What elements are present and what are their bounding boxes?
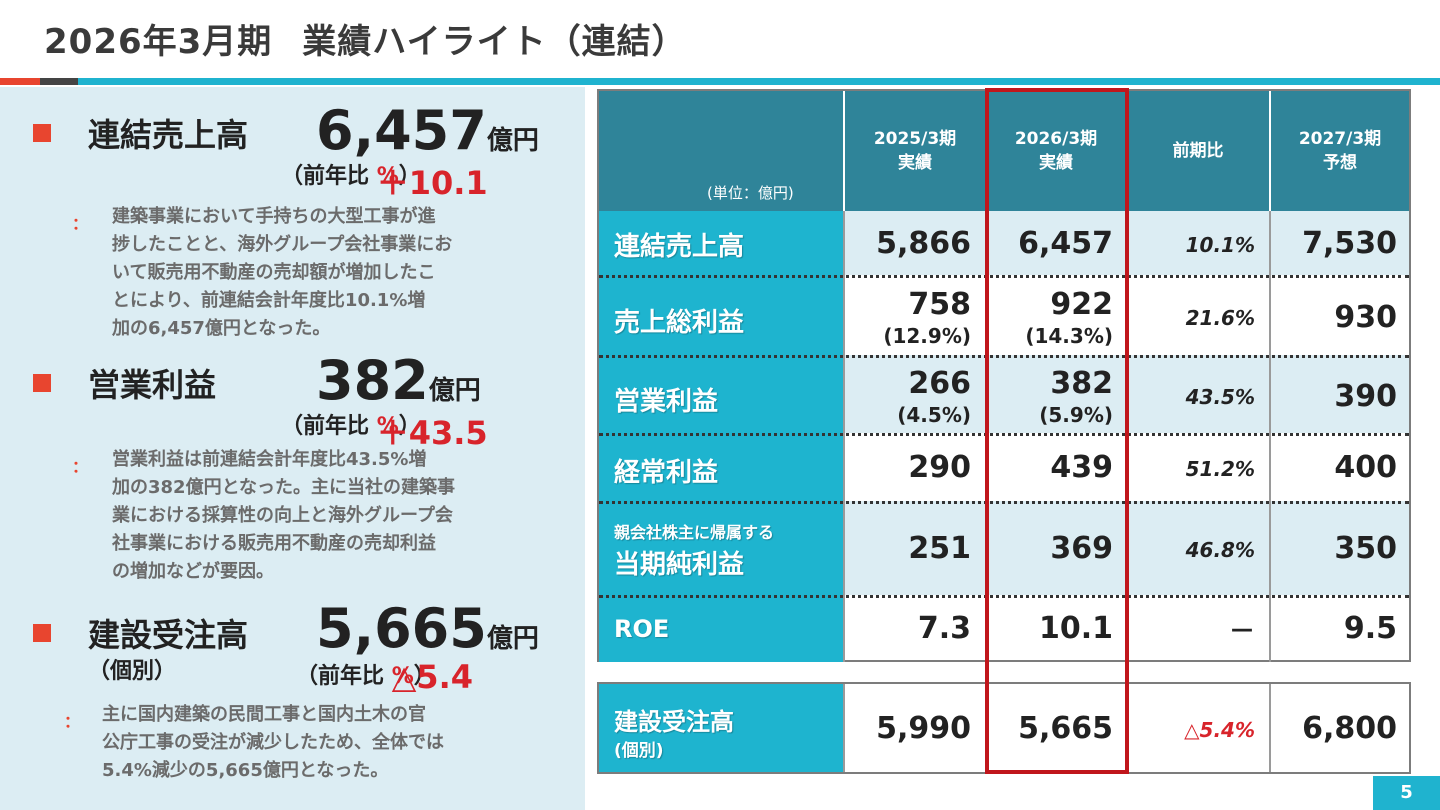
- column-divider: [1269, 211, 1271, 662]
- table-cell: 369: [1050, 531, 1113, 566]
- column-divider: [843, 211, 845, 662]
- table-cell: 7.3: [917, 611, 971, 646]
- sales-label: 連結売上高: [88, 116, 249, 154]
- column-divider: [1269, 684, 1271, 772]
- table-cell-ratio: 10.1%: [1185, 233, 1255, 257]
- bullet-square-icon: [33, 124, 51, 142]
- row-separator: [599, 355, 1409, 358]
- table-cell: 390: [1334, 379, 1397, 414]
- table-cell-margin: (12.9%): [883, 324, 971, 348]
- row-label-orders-sub: (個別): [614, 741, 664, 761]
- sales-desc-marker: ：: [72, 214, 89, 233]
- row-separator: [599, 275, 1409, 278]
- row-label-net-income-prefix: 親会社株主に帰属する: [614, 523, 775, 542]
- table-cell: 266: [908, 366, 971, 401]
- op-description: 営業利益は前連結会計年度比43.5%増 加の382億円となった。主に当社の建築事業…: [112, 449, 456, 582]
- table-cell: 5,990: [876, 711, 971, 746]
- col-header-2025: 2025/3期 実績: [873, 129, 957, 173]
- row-label-net-income: 当期純利益: [614, 550, 745, 580]
- table-cell: 290: [908, 450, 971, 485]
- table-cell: 6,457: [1018, 226, 1113, 261]
- title-accent-red: [0, 78, 40, 85]
- results-table: (単位：億円) 2025/3期 実績 2026/3期 実績 前期比 2027/3期予…: [597, 89, 1411, 662]
- orders-change: （前年比 △5.4%）: [296, 658, 473, 696]
- orders-label: 建設受注高: [88, 616, 249, 654]
- table-cell: 930: [1334, 300, 1397, 335]
- row-label-sales: 連結売上高: [614, 232, 745, 262]
- orders-desc-marker: ：: [64, 712, 81, 731]
- op-value: 382億円: [316, 349, 481, 412]
- row-label-gross-profit: 売上総利益: [614, 308, 745, 338]
- row-label-column: [599, 211, 843, 662]
- header-divider: [1269, 91, 1271, 211]
- table-cell-ratio: 21.6%: [1185, 306, 1255, 330]
- title-underline: [78, 78, 1440, 85]
- col-header-ratio: 前期比: [1172, 141, 1224, 161]
- sales-value: 6,457億円: [316, 99, 539, 162]
- op-change: （前年比 ＋43.5%）: [281, 414, 488, 452]
- table-cell: 6,800: [1302, 711, 1397, 746]
- row-label-column: [599, 684, 843, 772]
- row-label-ordinary-profit: 経常利益: [614, 458, 719, 488]
- table-cell: 439: [1050, 450, 1113, 485]
- table-cell-ratio: △5.4%: [1184, 718, 1255, 742]
- table-cell: 5,665: [1018, 711, 1113, 746]
- table-cell: 251: [908, 531, 971, 566]
- column-divider: [843, 684, 845, 772]
- header-divider: [843, 91, 845, 211]
- title-period: 2026年3月期: [44, 22, 273, 62]
- table-cell: 9.5: [1343, 611, 1397, 646]
- orders-table: 建設受注高 (個別) 5,990 5,665 △5.4% 6,800: [597, 682, 1411, 774]
- table-cell: 758: [908, 287, 971, 322]
- orders-description: 主に国内建築の民間工事と国内土木の官 公庁工事の受注が減少したため、全体では 5.4…: [102, 704, 444, 781]
- table-cell-ratio: －: [1228, 617, 1255, 647]
- row-separator: [599, 433, 1409, 436]
- table-cell: 350: [1334, 531, 1397, 566]
- unit-note: (単位：億円): [707, 184, 794, 202]
- table-cell: 400: [1334, 450, 1397, 485]
- table-cell: 382: [1050, 366, 1113, 401]
- title-main: 業績ハイライト（連結）: [302, 22, 687, 62]
- col-header-2026: 2026/3期 実績: [1014, 129, 1098, 173]
- col-header-2027: 2027/3期 予想: [1298, 129, 1382, 173]
- sales-description: 建築事業において手持ちの大型工事が進 捗したことと、海外グループ会社事業にお いて販…: [112, 206, 453, 339]
- table-cell-margin: (4.5%): [897, 403, 971, 427]
- table-cell-ratio: 43.5%: [1185, 385, 1255, 409]
- page-number: 5: [1373, 776, 1440, 810]
- table-cell: 5,866: [876, 226, 971, 261]
- table-cell-ratio: 51.2%: [1185, 457, 1255, 481]
- current-year-highlight: [985, 88, 1129, 774]
- table-header: [599, 91, 1409, 211]
- page-title: 2026年3月期 業績ハイライト（連結）: [44, 14, 687, 63]
- table-cell-ratio: 46.8%: [1185, 538, 1255, 562]
- bullet-square-icon: [33, 374, 51, 392]
- op-desc-marker: ：: [72, 457, 89, 476]
- row-label-operating-profit: 営業利益: [614, 387, 719, 417]
- row-label-orders: 建設受注高: [614, 708, 734, 736]
- bullet-square-icon: [33, 624, 51, 642]
- table-cell: 922: [1050, 287, 1113, 322]
- orders-sub-label: （個別）: [88, 659, 177, 684]
- row-separator: [599, 501, 1409, 504]
- orders-value: 5,665億円: [316, 597, 539, 660]
- table-cell: 10.1: [1038, 611, 1113, 646]
- sales-change: （前年比 ＋10.1%）: [281, 164, 488, 202]
- row-separator: [599, 595, 1409, 598]
- table-cell-margin: (5.9%): [1039, 403, 1113, 427]
- row-label-roe: ROE: [614, 615, 670, 643]
- title-accent-dark: [40, 78, 78, 85]
- table-cell: 7,530: [1302, 226, 1397, 261]
- op-label: 営業利益: [88, 366, 217, 404]
- table-cell-margin: (14.3%): [1025, 324, 1113, 348]
- highlights-panel: [0, 87, 585, 810]
